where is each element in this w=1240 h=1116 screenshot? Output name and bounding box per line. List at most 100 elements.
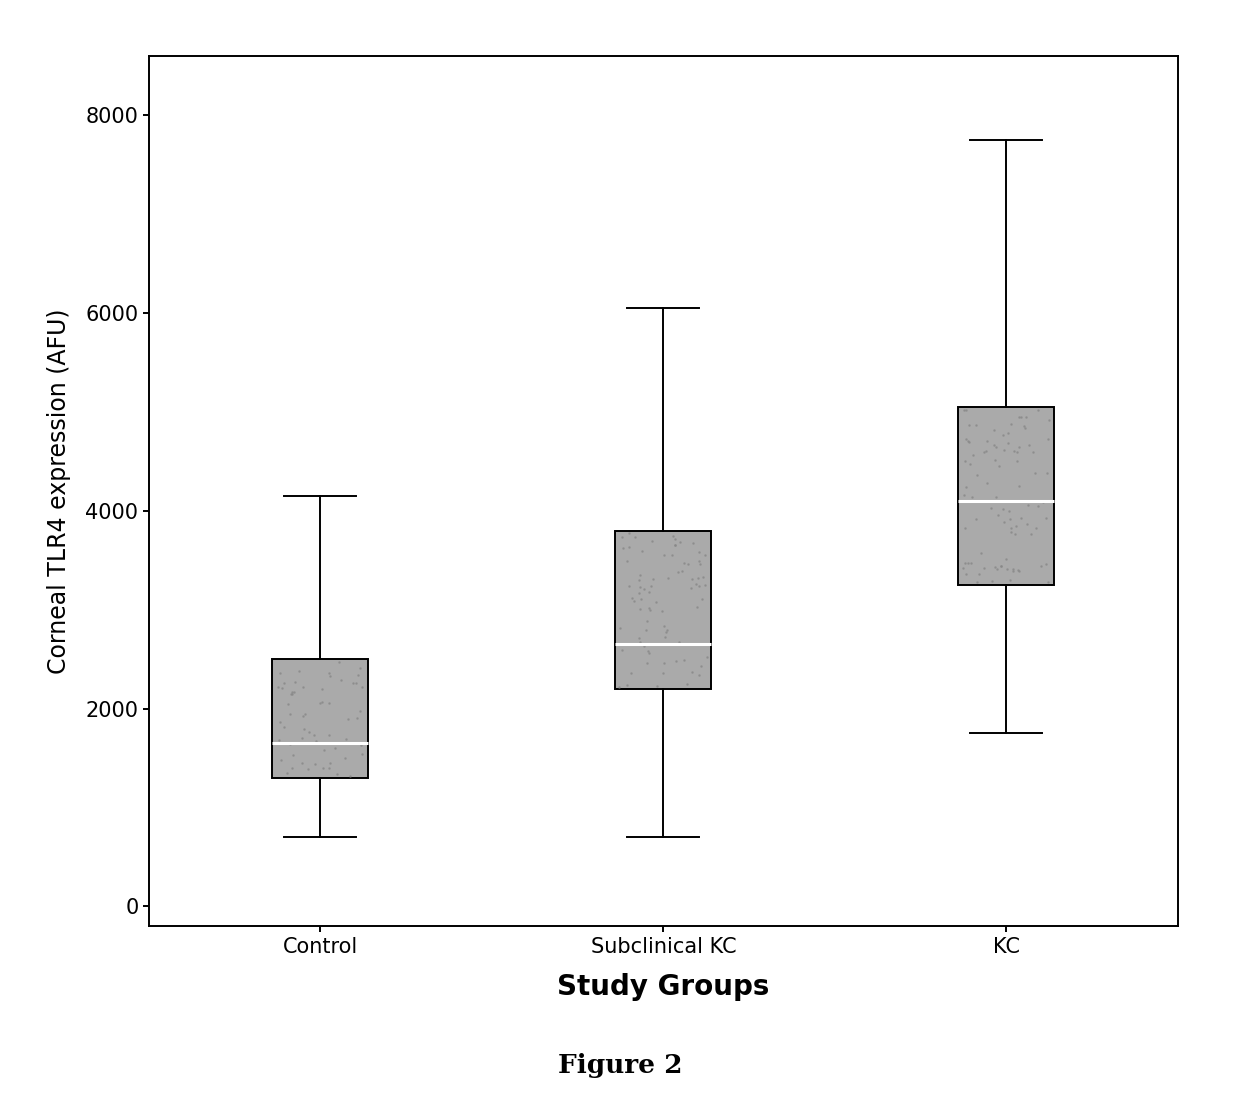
Point [955, 402, 975, 420]
Point [668, 635, 688, 653]
X-axis label: Study Groups: Study Groups [557, 973, 770, 1001]
Point [981, 500, 1001, 518]
Point [636, 622, 656, 639]
Point [986, 451, 1006, 469]
Point [697, 648, 717, 666]
Point [1009, 408, 1029, 426]
Point [1028, 402, 1048, 420]
Point [1035, 509, 1055, 527]
Point [689, 543, 709, 561]
Point [991, 557, 1011, 575]
Point [1001, 519, 1021, 537]
Point [274, 674, 294, 692]
Point [294, 720, 314, 738]
Point [962, 488, 982, 506]
Point [630, 633, 650, 651]
Point [688, 569, 708, 587]
Point [347, 709, 367, 727]
Point [982, 571, 1002, 589]
Point [658, 569, 678, 587]
Point [280, 735, 300, 753]
Point [655, 654, 675, 672]
Point [687, 598, 707, 616]
Point [959, 432, 978, 450]
Point [975, 559, 994, 577]
Point [335, 749, 355, 767]
Point [655, 546, 675, 564]
Point [621, 589, 641, 607]
Point [641, 577, 661, 595]
Point [351, 702, 371, 720]
Point [619, 525, 639, 542]
Point [954, 559, 973, 577]
Point [291, 730, 311, 748]
Point [1033, 492, 1053, 510]
Point [987, 439, 1007, 456]
Bar [273, 660, 368, 778]
Point [635, 637, 655, 655]
Point [350, 660, 370, 677]
Point [319, 694, 339, 712]
Point [319, 727, 339, 744]
Bar [959, 407, 1054, 585]
Point [696, 546, 715, 564]
Point [993, 426, 1013, 444]
Point [646, 594, 666, 612]
Point [966, 415, 986, 433]
Point [983, 435, 1003, 453]
Point [956, 479, 976, 497]
Point [339, 711, 358, 729]
Point [293, 677, 312, 695]
Point [1003, 562, 1023, 580]
Point [668, 564, 688, 581]
Point [976, 442, 996, 460]
Point [1008, 443, 1028, 461]
Point [1014, 418, 1034, 436]
Point [652, 602, 672, 619]
Point [1025, 464, 1045, 482]
Point [320, 759, 340, 777]
Point [629, 570, 649, 588]
Point [663, 527, 683, 545]
Point [975, 443, 994, 461]
Point [967, 574, 987, 591]
Point [666, 653, 686, 671]
Point [1039, 411, 1059, 429]
Point [630, 578, 650, 596]
Point [619, 539, 639, 557]
Point [269, 731, 289, 749]
Point [683, 533, 703, 551]
Point [639, 644, 658, 662]
Point [613, 641, 632, 658]
Point [1016, 407, 1035, 425]
Point [304, 727, 324, 744]
Point [671, 532, 691, 550]
Point [631, 590, 651, 608]
Point [960, 433, 980, 451]
Point [336, 730, 356, 748]
Point [283, 759, 303, 777]
Point [988, 507, 1008, 525]
Point [1014, 417, 1034, 435]
Point [272, 680, 291, 698]
Point [346, 674, 366, 692]
Point [640, 583, 660, 600]
Point [1004, 526, 1024, 543]
Point [641, 532, 661, 550]
Point [990, 456, 1009, 474]
Point [985, 421, 1004, 439]
Point [1004, 442, 1024, 460]
Point [1018, 497, 1038, 514]
Point [970, 565, 990, 583]
Point [689, 552, 709, 570]
Point [1023, 443, 1043, 461]
Point [692, 590, 712, 608]
Point [677, 675, 697, 693]
Point [312, 759, 332, 777]
Point [672, 562, 692, 580]
Point [653, 664, 673, 682]
Point [955, 487, 975, 504]
Point [971, 543, 991, 561]
Point [1038, 430, 1058, 448]
Point [299, 761, 319, 779]
